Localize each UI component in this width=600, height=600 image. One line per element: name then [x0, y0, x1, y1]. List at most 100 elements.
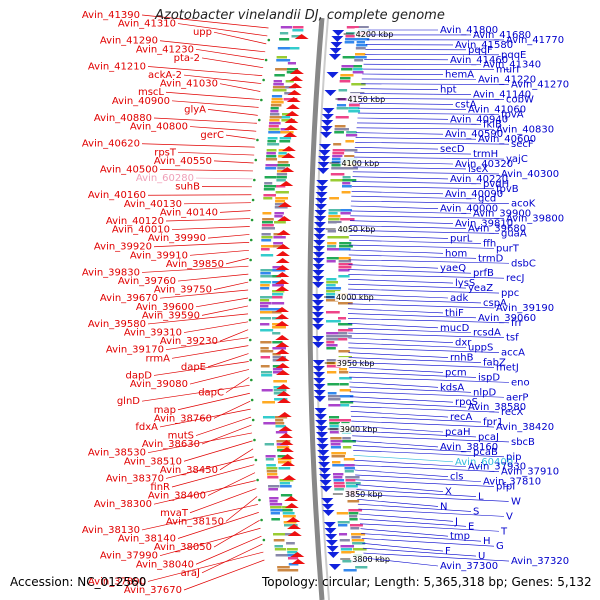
gene-label-right[interactable]: S [473, 506, 479, 517]
gene-label-left[interactable]: Avin_39850 [166, 259, 224, 270]
gene-label-left[interactable]: Avin_41230 [136, 44, 194, 55]
gene-label-left[interactable]: Avin_37670 [124, 585, 182, 596]
gene-label-left[interactable]: Avin_38450 [160, 465, 218, 476]
gene-label-left[interactable]: Avin_39170 [106, 345, 164, 356]
gene-label-right[interactable]: Avin_60400 [455, 457, 513, 468]
gene-label-right[interactable]: yeaZ [468, 283, 493, 294]
gene-label-left[interactable]: Avin_38370 [106, 473, 164, 484]
gene-label-right[interactable]: V [506, 511, 513, 522]
gene-label-right[interactable]: Avin_37930 [468, 462, 526, 473]
gene-label-left[interactable]: fdxA [135, 422, 158, 433]
gene-label-left[interactable]: Avin_40160 [88, 190, 146, 201]
gene-label-right[interactable]: Avin_37320 [511, 556, 569, 567]
gene-label-right[interactable]: rpoS [455, 397, 478, 408]
gene-label-left[interactable]: map [154, 405, 176, 416]
gene-label-right[interactable]: purL [450, 233, 473, 244]
gene-label-right[interactable]: dsbC [511, 258, 536, 269]
gene-label-right[interactable]: H [483, 536, 491, 547]
gene-label-right[interactable]: fpvA [501, 109, 524, 120]
gene-label-right[interactable]: J [454, 516, 458, 527]
gene-label-right[interactable]: ispD [478, 372, 500, 383]
gene-label-left[interactable]: Avin_38760 [154, 413, 212, 424]
gene-label-right[interactable]: nlpD [473, 387, 496, 398]
gene-label-left[interactable]: gerC [200, 130, 224, 141]
gene-label-right[interactable]: Avin_41060 [468, 104, 526, 115]
gene-label-right[interactable]: fklB [483, 119, 502, 130]
gene-label-left[interactable]: Avin_39600 [136, 302, 194, 313]
gene-label-right[interactable]: iscX [468, 164, 488, 175]
gene-label-left[interactable]: ackA-2 [148, 70, 182, 81]
gene-label-right[interactable]: guaA [501, 228, 527, 239]
gene-label-right[interactable]: X [445, 487, 452, 498]
gene-label-right[interactable]: G [496, 541, 504, 552]
gene-label-right[interactable]: pqqF [468, 45, 493, 56]
gene-label-right[interactable]: hpt [440, 85, 457, 96]
gene-label-left[interactable]: rpsT [154, 147, 177, 158]
gene-label-right[interactable]: mucD [440, 323, 470, 334]
gene-label-left[interactable]: pta-2 [174, 53, 200, 64]
gene-label-left[interactable]: Avin_38140 [118, 534, 176, 545]
gene-label-right[interactable]: pfpI [496, 482, 515, 493]
gene-label-right[interactable]: Avin_40300 [501, 169, 559, 180]
gene-label-right[interactable]: uppS [468, 343, 493, 354]
gene-label-right[interactable]: Avin_39060 [478, 313, 536, 324]
gene-label-left[interactable]: Avin_37990 [100, 551, 158, 562]
gene-label-left[interactable]: Avin_40880 [94, 113, 152, 124]
gene-label-right[interactable]: N [440, 501, 447, 512]
gene-label-right[interactable]: E [468, 521, 474, 532]
gene-label-right[interactable]: acoK [511, 199, 536, 210]
gene-label-left[interactable]: Avin_40550 [154, 156, 212, 167]
gene-label-left[interactable]: upp [193, 27, 212, 38]
gene-label-right[interactable]: Avin_39900 [473, 209, 531, 220]
gene-label-right[interactable]: hom [445, 248, 467, 259]
gene-label-left[interactable]: Avin_40620 [82, 139, 140, 150]
gene-label-right[interactable]: rcsdA [473, 328, 501, 339]
gene-label-right[interactable]: T [500, 526, 508, 537]
gene-label-left[interactable]: Avin_37890 [88, 576, 146, 587]
gene-label-right[interactable]: eno [511, 377, 530, 388]
gene-label-right[interactable]: fabZ [483, 358, 506, 369]
gene-label-left[interactable]: Avin_39920 [94, 242, 152, 253]
gene-label-left[interactable]: mscL [138, 87, 164, 98]
gene-label-left[interactable]: Avin_39310 [124, 328, 182, 339]
gene-label-left[interactable]: Avin_39750 [154, 285, 212, 296]
gene-label-right[interactable]: pcaH [445, 427, 471, 438]
gene-label-right[interactable]: Avin_38160 [440, 442, 498, 453]
gene-label-right[interactable]: Avin_40830 [496, 124, 554, 135]
gene-label-right[interactable]: adk [450, 293, 468, 304]
gene-label-left[interactable]: Avin_40010 [112, 225, 170, 236]
gene-label-left[interactable]: dapE [181, 362, 206, 373]
gene-label-right[interactable]: W [511, 496, 521, 507]
gene-label-left[interactable]: Avin_39670 [100, 293, 158, 304]
gene-label-left[interactable]: finR [150, 482, 170, 493]
gene-label-right[interactable]: fpvB [496, 184, 519, 195]
gene-label-right[interactable]: ppc [501, 288, 519, 299]
gene-label-right[interactable]: thiF [445, 308, 464, 319]
gene-label-right[interactable]: ffh [483, 238, 496, 249]
gene-label-left[interactable]: Avin_39590 [142, 310, 200, 321]
gene-label-right[interactable]: frr [511, 318, 523, 329]
gene-label-right[interactable]: Avin_37910 [501, 467, 559, 478]
gene-label-right[interactable]: gcd [478, 194, 496, 205]
gene-label-right[interactable]: Avin_41270 [511, 80, 569, 91]
gene-label-right[interactable]: recJ [506, 273, 525, 284]
gene-label-left[interactable]: Avin_38510 [124, 456, 182, 467]
gene-label-right[interactable]: Avin_40220 [450, 174, 508, 185]
gene-label-right[interactable]: Avin_41220 [478, 75, 536, 86]
gene-label-right[interactable]: recX [501, 407, 524, 418]
gene-label-left[interactable]: glnD [117, 396, 140, 407]
gene-label-right[interactable]: F [445, 546, 451, 557]
gene-label-right[interactable]: Avin_37810 [483, 477, 541, 488]
gene-label-right[interactable]: Avin_41460 [450, 55, 508, 66]
gene-label-left[interactable]: Avin_39080 [130, 379, 188, 390]
gene-label-right[interactable]: L [478, 492, 484, 503]
gene-label-left[interactable]: glyA [184, 104, 206, 115]
gene-label-left[interactable]: Avin_41310 [118, 19, 176, 30]
gene-label-right[interactable]: cobW [506, 94, 534, 105]
gene-label-right[interactable]: cls [450, 472, 464, 483]
gene-label-left[interactable]: Avin_41210 [88, 61, 146, 72]
gene-label-right[interactable]: pip [506, 452, 521, 463]
gene-label-left[interactable]: Avin_39580 [88, 319, 146, 330]
gene-label-left[interactable]: Avin_39830 [82, 267, 140, 278]
gene-label-left[interactable]: mvaT [160, 508, 189, 519]
